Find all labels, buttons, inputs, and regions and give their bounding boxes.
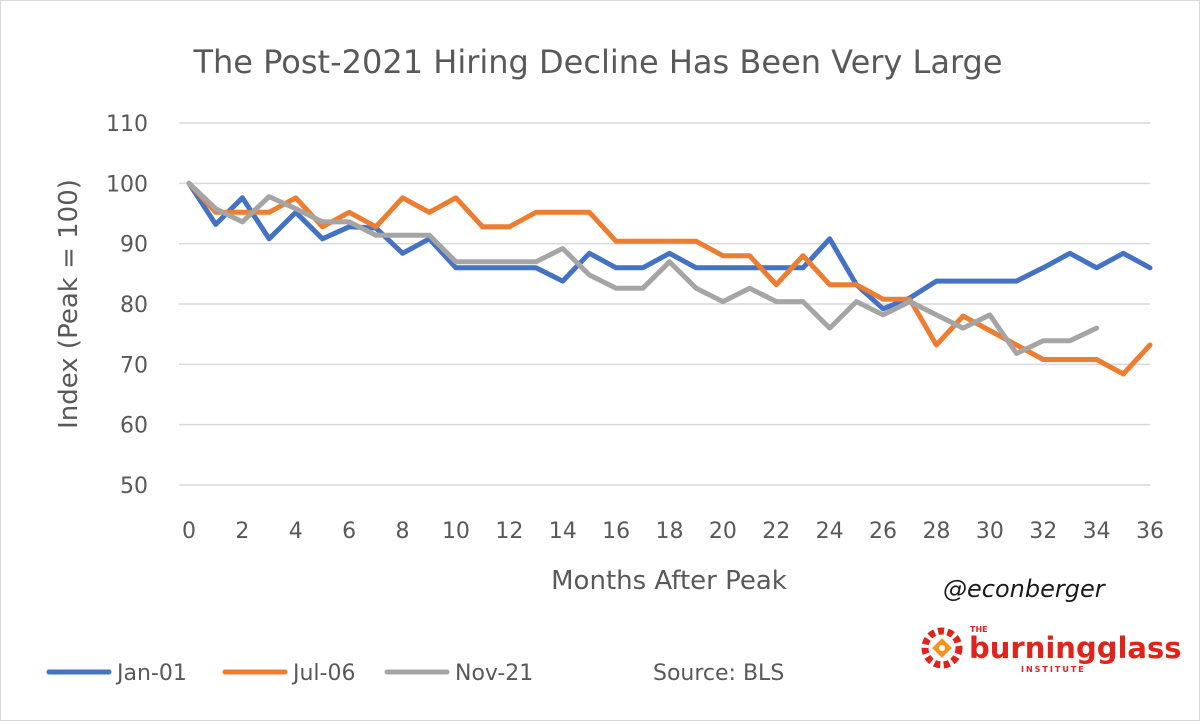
burning-glass-logo: THE burningglass INSTITUTE	[921, 625, 1182, 674]
x-tick-label: 14	[549, 519, 577, 544]
y-tick-label: 110	[106, 112, 148, 137]
y-axis-title: Index (Peak = 100)	[54, 179, 84, 429]
x-tick-label: 16	[602, 519, 630, 544]
x-tick-label: 28	[922, 519, 950, 544]
series-line-jul-06	[186, 180, 1153, 377]
x-tick-label: 6	[342, 519, 356, 544]
logo-name: burningglass	[969, 631, 1182, 665]
x-tick-label: 22	[762, 519, 790, 544]
legend: Jan-01 Jul-06 Nov-21	[46, 661, 533, 686]
x-tick-label: 12	[495, 519, 523, 544]
series-lines	[186, 180, 1153, 377]
x-tick-label: 24	[816, 519, 844, 544]
gridlines	[179, 122, 1150, 486]
y-tick-label: 100	[106, 172, 148, 197]
series-line-jan-01	[186, 180, 1153, 312]
x-tick-label: 18	[656, 519, 684, 544]
y-tick-label: 50	[120, 474, 148, 499]
source-note: Source: BLS	[653, 661, 784, 686]
y-axis-ticks: 50 60 70 80 90 100 110	[106, 112, 148, 499]
chart-title: The Post-2021 Hiring Decline Has Been Ve…	[192, 43, 1002, 81]
x-tick-label: 20	[709, 519, 737, 544]
x-tick-label: 34	[1083, 519, 1111, 544]
legend-label: Nov-21	[455, 661, 533, 686]
x-tick-label: 2	[235, 519, 249, 544]
y-tick-label: 70	[120, 353, 148, 378]
x-tick-label: 8	[396, 519, 410, 544]
series-line-nov-21	[186, 180, 1100, 356]
x-tick-label: 4	[289, 519, 303, 544]
x-tick-label: 30	[976, 519, 1004, 544]
x-axis-ticks: 0 2 4 6 8 10 12 14 16 18 20 22 24 26 28 30 32 34 36	[182, 519, 1164, 544]
logo-suffix: INSTITUTE	[1021, 665, 1086, 674]
author-handle: @econberger	[943, 575, 1107, 603]
y-tick-label: 60	[120, 414, 148, 439]
x-tick-label: 32	[1029, 519, 1057, 544]
logo-prefix: THE	[970, 625, 988, 634]
x-tick-label: 0	[182, 519, 196, 544]
legend-label: Jul-06	[291, 661, 355, 686]
legend-label: Jan-01	[115, 661, 187, 686]
y-tick-label: 80	[120, 293, 148, 318]
logo-mark-icon	[921, 627, 963, 669]
x-tick-label: 26	[869, 519, 897, 544]
x-tick-label: 10	[442, 519, 470, 544]
y-tick-label: 90	[120, 233, 148, 258]
x-axis-title: Months After Peak	[551, 566, 787, 596]
x-tick-label: 36	[1136, 519, 1164, 544]
